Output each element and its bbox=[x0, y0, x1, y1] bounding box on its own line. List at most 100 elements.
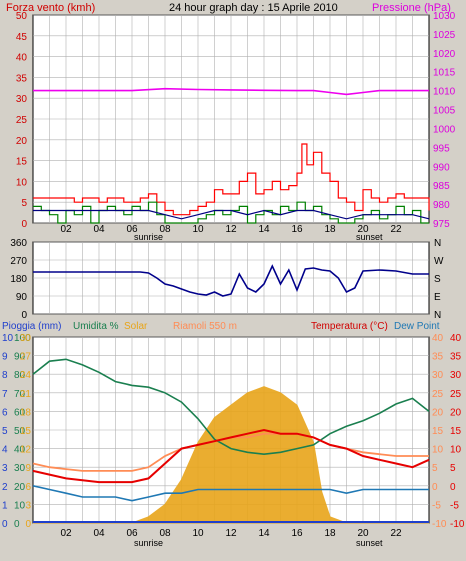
humidity-tick-label: 40 bbox=[14, 445, 26, 456]
wind-tick-label: 25 bbox=[16, 115, 28, 126]
compass-tick-label: N bbox=[434, 238, 441, 249]
temperature-tick-label-right: 35 bbox=[450, 352, 462, 363]
solar-tick-label: 27 bbox=[20, 352, 32, 363]
temperature-tick-label-right: 5 bbox=[450, 463, 456, 474]
pressure-tick-label: 1020 bbox=[433, 49, 456, 60]
rain-tick-label: 3 bbox=[2, 463, 8, 474]
rain-tick-label: 7 bbox=[2, 389, 8, 400]
humidity-tick-label: 80 bbox=[14, 370, 26, 381]
temperature-tick-label-right: 10 bbox=[450, 445, 462, 456]
dewpoint-line bbox=[32, 485, 429, 502]
humidity-axis-title: Umidita % bbox=[73, 321, 119, 332]
temperature-tick-label-right: 20 bbox=[450, 407, 462, 418]
direction-tick-label: 180 bbox=[10, 274, 27, 285]
bottom-sunrise-label: sunrise bbox=[134, 538, 163, 548]
pressure-tick-label: 1000 bbox=[433, 124, 456, 135]
temperature-tick-label: 30 bbox=[432, 370, 444, 381]
pressure-tick-label: 1015 bbox=[433, 68, 456, 79]
pressure-line bbox=[33, 87, 429, 96]
wind-tick-label: 30 bbox=[16, 94, 28, 105]
temperature-tick-label-right: 25 bbox=[450, 389, 462, 400]
temperature-tick-label: 20 bbox=[432, 407, 444, 418]
humidity-tick-label: 60 bbox=[14, 407, 26, 418]
solar-tick-label: 18 bbox=[20, 407, 32, 418]
bottom-sunset-label: sunset bbox=[356, 538, 383, 548]
temperature-tick-label: 35 bbox=[432, 352, 444, 363]
top-x-tick-label: 22 bbox=[390, 224, 402, 235]
temperature-tick-label: -5 bbox=[432, 500, 441, 511]
temperature-line bbox=[32, 428, 430, 484]
wind-tick-label: 10 bbox=[16, 177, 28, 188]
top-series bbox=[33, 87, 430, 224]
bottom-x-ticks: 02 04 06 08 10 12 14 16 18 20 22 bbox=[60, 528, 402, 539]
temperature-tick-label: 0 bbox=[432, 482, 438, 493]
bottom-x-tick-label: 04 bbox=[93, 528, 105, 539]
bottom-x-tick-label: 22 bbox=[390, 528, 402, 539]
solar-tick-label: 15 bbox=[20, 426, 32, 437]
wind-avg-line bbox=[33, 201, 429, 224]
rain-tick-label: 5 bbox=[2, 426, 8, 437]
solar-tick-label: 30 bbox=[20, 333, 32, 344]
chart-title: 24 hour graph day : 15 Aprile 2010 bbox=[169, 2, 338, 14]
temperature-tick-label-right: 0 bbox=[450, 482, 456, 493]
bottom-series bbox=[32, 358, 430, 524]
direction-degree-ticks: 360 270 180 90 0 bbox=[10, 238, 27, 321]
mid-series bbox=[33, 264, 429, 297]
top-x-tick-label: 14 bbox=[258, 224, 270, 235]
compass-tick-label: N bbox=[434, 310, 441, 321]
direction-tick-label: 90 bbox=[16, 292, 28, 303]
top-x-tick-label: 20 bbox=[357, 224, 369, 235]
wind-gust-line bbox=[33, 143, 430, 216]
wind-tick-label: 20 bbox=[16, 136, 28, 147]
bottom-x-tick-label: 14 bbox=[258, 528, 270, 539]
solar-tick-label: 0 bbox=[25, 519, 31, 530]
bottom-x-tick-label: 12 bbox=[225, 528, 237, 539]
solar-tick-label: 12 bbox=[20, 445, 32, 456]
pressure-tick-label: 1030 bbox=[433, 11, 456, 22]
pressure-tick-label: 990 bbox=[433, 162, 450, 173]
direction-tick-label: 270 bbox=[10, 256, 27, 267]
temperature-tick-label: -10 bbox=[432, 519, 447, 530]
wind-tick-label: 0 bbox=[21, 219, 27, 230]
temperature-tick-label: 40 bbox=[432, 333, 444, 344]
mid-grid bbox=[33, 241, 429, 315]
wind-tick-label: 5 bbox=[21, 198, 27, 209]
pressure-tick-label: 1005 bbox=[433, 106, 456, 117]
wind-mean-line bbox=[33, 209, 430, 220]
solar-tick-label: 24 bbox=[20, 370, 32, 381]
rain-tick-label: 0 bbox=[2, 519, 8, 530]
temperature-tick-label: 10 bbox=[432, 445, 444, 456]
humidity-tick-label: 30 bbox=[14, 463, 26, 474]
pressure-tick-label: 1010 bbox=[433, 87, 456, 98]
wind-direction-line bbox=[33, 264, 429, 297]
temperature-tick-label: 25 bbox=[432, 389, 444, 400]
bottom-x-tick-label: 18 bbox=[324, 528, 336, 539]
top-x-tick-label: 10 bbox=[192, 224, 204, 235]
wind-tick-label: 15 bbox=[16, 157, 28, 168]
pressure-axis-title: Pressione (hPa) bbox=[372, 2, 451, 14]
rain-tick-label: 8 bbox=[2, 370, 8, 381]
rain-tick-label: 2 bbox=[2, 482, 8, 493]
solar-tick-label: 3 bbox=[25, 500, 31, 511]
temperature-tick-label-right: 15 bbox=[450, 426, 462, 437]
bottom-x-tick-label: 10 bbox=[192, 528, 204, 539]
temperature-tick-label-right: -5 bbox=[450, 500, 459, 511]
wind-tick-label: 45 bbox=[16, 32, 28, 43]
temperature-tick-label: 5 bbox=[432, 463, 438, 474]
rain-tick-label: 1 bbox=[2, 500, 8, 511]
compass-tick-label: W bbox=[434, 256, 444, 267]
solar-axis-title: Solar bbox=[124, 321, 148, 332]
wind-tick-label: 35 bbox=[16, 73, 28, 84]
humidity-tick-label: 100 bbox=[14, 333, 31, 344]
wind-tick-label: 40 bbox=[16, 53, 28, 64]
top-x-tick-label: 18 bbox=[324, 224, 336, 235]
humidity-tick-label: 0 bbox=[14, 519, 20, 530]
bottom-x-tick-label: 20 bbox=[357, 528, 369, 539]
rain-tick-label: 9 bbox=[2, 352, 8, 363]
temperature-tick-label-right: -10 bbox=[450, 519, 465, 530]
bottom-x-tick-label: 06 bbox=[126, 528, 138, 539]
pressure-tick-label: 975 bbox=[433, 219, 450, 230]
solar-area bbox=[33, 386, 429, 524]
